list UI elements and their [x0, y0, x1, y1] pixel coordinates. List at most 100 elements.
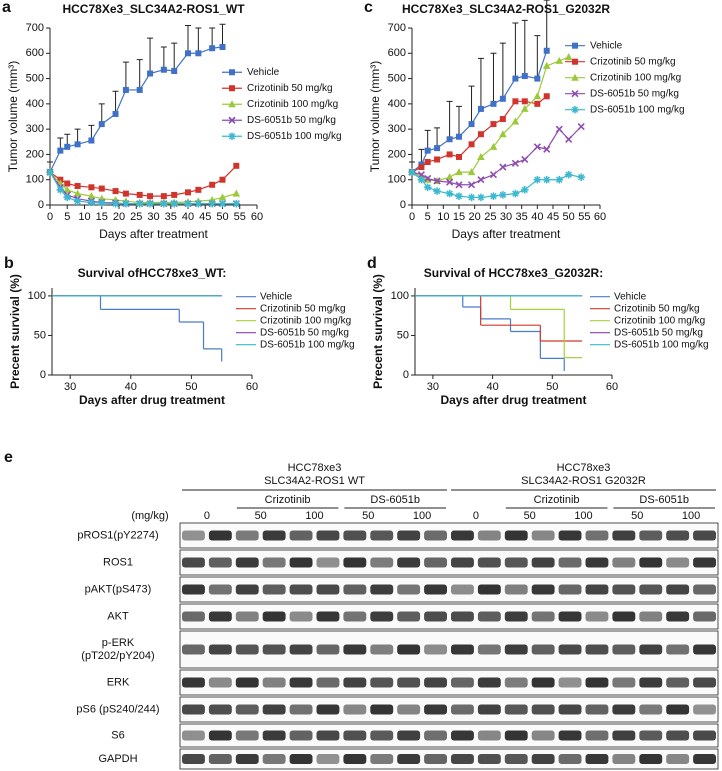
x-tick-label: 0	[47, 211, 53, 223]
blot-band	[370, 557, 394, 568]
blot-frame	[179, 696, 719, 723]
error-bar	[490, 52, 497, 104]
blot-band	[397, 584, 421, 595]
x-tick-label: 50	[216, 211, 228, 223]
marker	[533, 175, 542, 184]
x-tick-label: 40	[182, 211, 194, 223]
y-tick-label: 0	[400, 199, 406, 211]
marker	[512, 75, 519, 82]
x-tick-label: 5	[425, 211, 431, 223]
blot-band	[343, 704, 367, 715]
blot-band	[531, 557, 555, 568]
blot-band	[531, 704, 555, 715]
blot-band	[182, 611, 205, 622]
marker	[512, 98, 519, 105]
error-bar	[456, 105, 462, 137]
marker	[233, 162, 240, 169]
blot-band	[343, 530, 367, 541]
blot-band	[370, 704, 394, 715]
legend-marker	[572, 42, 578, 49]
error-bar	[122, 61, 129, 90]
marker	[565, 135, 573, 143]
marker	[424, 159, 431, 166]
marker	[122, 199, 130, 208]
row-label: ERK	[107, 676, 130, 688]
marker	[122, 86, 129, 93]
marker	[112, 110, 119, 117]
drug-label: Crizotinib	[265, 494, 311, 506]
blot-band	[182, 677, 205, 688]
blot-band	[477, 584, 501, 595]
group-label: SLC34A2-ROS1 WT	[264, 475, 365, 487]
marker	[467, 193, 476, 202]
blot-band	[531, 530, 555, 541]
blot-band	[639, 611, 663, 622]
legend-label: Crizotinib 100 mg/kg	[614, 315, 705, 326]
legend-marker	[229, 85, 235, 92]
blot-band	[289, 644, 313, 655]
x-tick-label: 50	[185, 381, 197, 393]
error-bar	[98, 103, 105, 125]
marker	[555, 175, 564, 184]
x-tick-label: 60	[246, 381, 258, 393]
blot-band	[370, 530, 394, 541]
marker	[87, 192, 96, 200]
blot-band	[262, 530, 286, 541]
blot-band	[693, 584, 716, 595]
marker	[73, 197, 82, 206]
marker	[185, 50, 191, 57]
y-tick-label: 700	[388, 22, 406, 34]
blot-band	[504, 644, 528, 655]
blot-band	[370, 584, 394, 595]
marker	[232, 189, 241, 197]
marker	[87, 198, 96, 207]
blot-band	[612, 584, 636, 595]
y-tick-label: 200	[26, 148, 44, 160]
error-bar	[499, 42, 506, 99]
blot-band	[182, 584, 205, 595]
blot-frame	[179, 549, 719, 576]
blot-band	[451, 677, 474, 688]
blot-band	[289, 754, 313, 764]
error-bar	[534, 35, 541, 79]
error-bar	[160, 46, 167, 70]
blot-band	[612, 677, 636, 688]
marker	[468, 141, 475, 148]
x-tick-label: 30	[147, 211, 159, 223]
y-tick-label: 50	[34, 329, 46, 341]
blot-band	[262, 754, 286, 764]
marker	[433, 177, 441, 185]
marker	[521, 104, 529, 112]
blot-band	[370, 730, 394, 741]
blot-band	[639, 530, 663, 541]
legend-label: DS-6051b 100 mg/kg	[247, 131, 342, 142]
blot-band	[451, 611, 474, 622]
marker	[232, 199, 241, 208]
blot-band	[558, 584, 582, 595]
x-axis-label: Days after drug treatment	[79, 393, 225, 407]
marker	[136, 86, 143, 93]
marker	[219, 176, 226, 183]
x-tick-label: 10	[78, 211, 90, 223]
blot-band	[585, 530, 609, 541]
row-label: pS6 (pS240/244)	[76, 703, 159, 715]
blot-band	[558, 611, 582, 622]
marker	[520, 186, 529, 194]
blot-band	[182, 557, 205, 568]
drug-label: Crizotinib	[534, 494, 580, 506]
blot-band	[289, 611, 313, 622]
row-label: p-ERK	[102, 637, 135, 649]
x-tick-label: 55	[234, 211, 246, 223]
marker	[468, 121, 475, 128]
marker	[56, 186, 65, 194]
legend-marker	[571, 90, 579, 98]
marker	[88, 137, 95, 144]
marker	[533, 92, 542, 100]
blot-band	[182, 530, 205, 541]
marker	[122, 190, 129, 197]
x-tick-label: 20	[113, 211, 125, 223]
marker	[433, 187, 441, 195]
marker	[170, 199, 178, 208]
blot-band	[693, 677, 716, 688]
blot-band	[504, 704, 528, 715]
